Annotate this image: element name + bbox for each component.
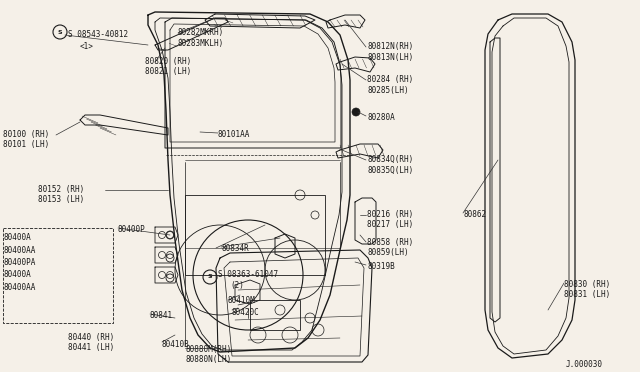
Text: J.000030: J.000030 — [566, 360, 603, 369]
Text: 80880N(LH): 80880N(LH) — [185, 355, 231, 364]
Text: 80319B: 80319B — [367, 262, 395, 271]
Text: S: S — [208, 275, 212, 279]
Text: 80831 (LH): 80831 (LH) — [564, 290, 611, 299]
Text: 80834R: 80834R — [221, 244, 249, 253]
Text: 80217 (LH): 80217 (LH) — [367, 220, 413, 229]
Text: 80284 (RH): 80284 (RH) — [367, 75, 413, 84]
Text: 80812N(RH): 80812N(RH) — [367, 42, 413, 51]
Text: <1>: <1> — [80, 42, 94, 51]
Text: 80400A: 80400A — [3, 233, 31, 242]
Text: 80400PA: 80400PA — [3, 258, 35, 267]
Text: 80280A: 80280A — [367, 113, 395, 122]
Circle shape — [352, 108, 360, 116]
Text: 80152 (RH): 80152 (RH) — [38, 185, 84, 194]
Text: 80440 (RH): 80440 (RH) — [68, 333, 115, 342]
Text: 80858 (RH): 80858 (RH) — [367, 238, 413, 247]
Text: 80420C: 80420C — [232, 308, 260, 317]
Text: 80216 (RH): 80216 (RH) — [367, 210, 413, 219]
Text: 80282MKRH): 80282MKRH) — [178, 28, 224, 37]
Text: 80153 (LH): 80153 (LH) — [38, 195, 84, 204]
Bar — [3, 228, 113, 323]
Text: 80400AA: 80400AA — [3, 283, 35, 292]
Text: 80835Q(LH): 80835Q(LH) — [367, 166, 413, 175]
Text: S: S — [58, 29, 62, 35]
Text: 80841: 80841 — [150, 311, 173, 320]
Text: 80410B: 80410B — [162, 340, 189, 349]
Text: 80400P: 80400P — [118, 225, 146, 234]
Text: 80821 (LH): 80821 (LH) — [145, 67, 191, 76]
Bar — [185, 195, 325, 275]
Bar — [250, 300, 300, 330]
Text: 80410M: 80410M — [228, 296, 256, 305]
Text: 80813N(LH): 80813N(LH) — [367, 53, 413, 62]
Text: S 08363-61047: S 08363-61047 — [218, 270, 278, 279]
Text: 80880M(RH): 80880M(RH) — [185, 345, 231, 354]
Text: S 08543-40812: S 08543-40812 — [68, 30, 128, 39]
Text: 80862: 80862 — [463, 210, 486, 219]
Text: 80100 (RH): 80100 (RH) — [3, 130, 49, 139]
Text: (2): (2) — [230, 281, 244, 290]
Text: 80441 (LH): 80441 (LH) — [68, 343, 115, 352]
Text: 80101 (LH): 80101 (LH) — [3, 140, 49, 149]
Text: 80101AA: 80101AA — [218, 130, 250, 139]
Text: 80400A: 80400A — [3, 270, 31, 279]
Text: 80834Q(RH): 80834Q(RH) — [367, 155, 413, 164]
Text: 80400AA: 80400AA — [3, 246, 35, 255]
Text: 80283MKLH): 80283MKLH) — [178, 39, 224, 48]
Text: 80859(LH): 80859(LH) — [367, 248, 408, 257]
Text: 80285(LH): 80285(LH) — [367, 86, 408, 95]
Text: 80820 (RH): 80820 (RH) — [145, 57, 191, 66]
Text: 80830 (RH): 80830 (RH) — [564, 280, 611, 289]
